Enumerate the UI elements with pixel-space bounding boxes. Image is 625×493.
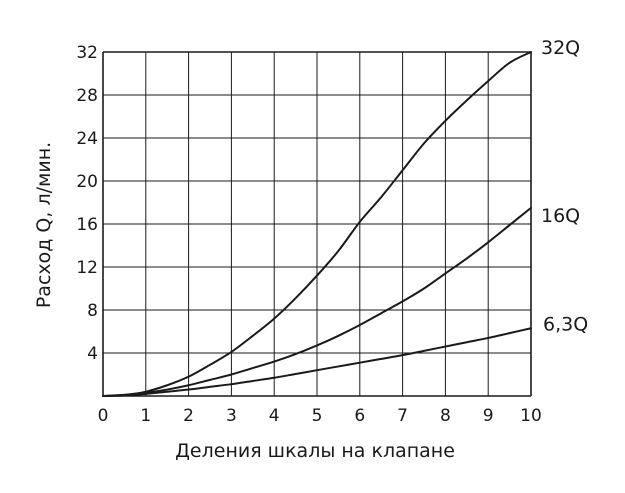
y-tick-label: 24 (76, 129, 98, 149)
x-tick-label: 7 (397, 406, 408, 426)
x-tick-label: 8 (440, 406, 451, 426)
x-tick-label: 5 (312, 406, 323, 426)
y-axis-ticks: 4 8 12 16 20 24 28 32 (76, 43, 98, 364)
y-tick-label: 28 (76, 86, 98, 106)
x-tick-label: 0 (98, 406, 109, 426)
x-tick-label: 9 (483, 406, 494, 426)
series-line-2 (102, 327, 532, 397)
x-axis-title: Деления шкалы на клапане (175, 440, 455, 462)
series-labels: 32Q 16Q 6,3Q (541, 37, 588, 335)
series-label-1: 16Q (541, 205, 580, 227)
y-tick-label: 32 (76, 43, 98, 63)
series-label-2: 6,3Q (543, 313, 588, 335)
y-axis-title: Расход Q, л/мин. (33, 142, 55, 308)
x-tick-label: 4 (269, 406, 280, 426)
chart-series (102, 51, 532, 397)
series-line-1 (102, 206, 532, 397)
x-tick-label: 10 (520, 406, 542, 426)
y-tick-label: 4 (87, 344, 98, 364)
chart-grid (102, 51, 532, 397)
y-tick-label: 12 (76, 258, 98, 278)
x-tick-label: 2 (183, 406, 194, 426)
y-tick-label: 16 (76, 215, 98, 235)
series-line-0 (102, 51, 532, 397)
x-tick-label: 6 (354, 406, 365, 426)
y-tick-label: 20 (76, 172, 98, 192)
x-axis-ticks: 0 1 2 3 4 5 6 7 8 9 10 (98, 406, 542, 426)
x-tick-label: 1 (140, 406, 151, 426)
y-tick-label: 8 (87, 301, 98, 321)
series-label-0: 32Q (541, 37, 580, 59)
x-tick-label: 3 (226, 406, 237, 426)
